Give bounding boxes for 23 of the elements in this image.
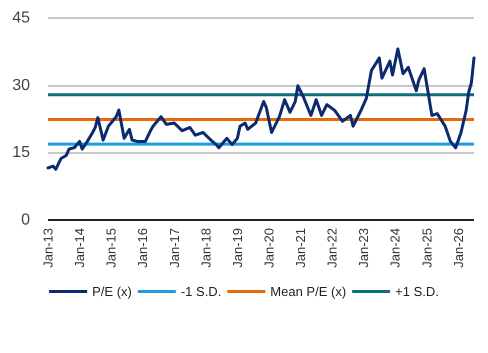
- x-tick-label: Jan-15: [104, 228, 119, 268]
- y-tick-label: 15: [12, 144, 30, 162]
- line-series: [46, 47, 476, 171]
- x-tick-label: Jan-26: [450, 228, 466, 268]
- x-tick-label: Jan-20: [261, 228, 276, 268]
- x-tick-label: Jan-21: [293, 228, 308, 268]
- y-tick-label: 30: [12, 76, 30, 94]
- x-tick-label: Jan-22: [324, 228, 340, 268]
- x-tick-label: Jan-16: [135, 228, 150, 268]
- legend-label: +1 S.D.: [395, 284, 439, 299]
- x-tick-label: Jan-13: [40, 228, 56, 268]
- legend-label: P/E (x): [92, 284, 132, 299]
- y-tick-label: 45: [12, 10, 30, 26]
- x-tick-label: Jan-14: [72, 228, 88, 268]
- x-tick-label: Jan-18: [198, 228, 214, 268]
- legend-label: -1 S.D.: [180, 284, 222, 299]
- x-tick-label: Jan-19: [230, 228, 245, 268]
- x-tick-label: Jan-23: [356, 228, 372, 268]
- legend-label: Mean P/E (x): [270, 284, 346, 299]
- y-tick-label: 0: [21, 212, 30, 228]
- x-tick-label: Jan-24: [388, 228, 403, 268]
- x-tick-label: Jan-25: [419, 228, 434, 268]
- x-tick-label: Jan-17: [166, 228, 182, 268]
